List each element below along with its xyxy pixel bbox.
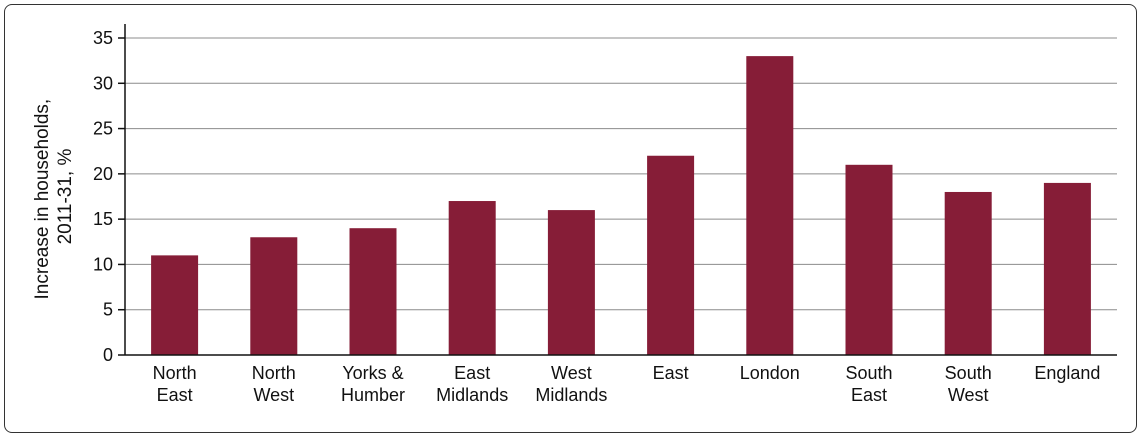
y-tick-label: 0 (103, 345, 113, 365)
x-tick-label: North East (153, 363, 197, 405)
y-tick-label: 15 (93, 209, 113, 229)
x-tick-label: South East (845, 363, 892, 405)
bar (1043, 182, 1091, 355)
x-tick-label-line: East (653, 363, 689, 383)
x-tick-label-line: South (945, 363, 992, 383)
x-tick-label-line: East (454, 363, 490, 383)
y-tick-label: 5 (103, 300, 113, 320)
x-tick-label-line: London (740, 363, 800, 383)
bar (944, 191, 992, 355)
x-tick-label: East Midlands (436, 363, 508, 405)
x-tick-label-line: West (948, 385, 989, 405)
x-tick-label-line: East (157, 385, 193, 405)
x-tick-label-line: Humber (341, 385, 405, 405)
x-tick-label-line: West (551, 363, 592, 383)
bar (845, 164, 893, 355)
axes (124, 24, 1117, 356)
x-tick-label-line: West (253, 385, 294, 405)
x-tick-label-line: East (851, 385, 887, 405)
x-tick-label: Yorks & Humber (341, 363, 405, 405)
x-tick-label-line: Midlands (436, 385, 508, 405)
bar (547, 210, 595, 355)
y-tick-label: 35 (93, 28, 113, 48)
x-tick-label-line: England (1034, 363, 1100, 383)
x-tick-label: London (740, 363, 800, 383)
x-tick-label: North West (252, 363, 296, 405)
y-tick-labels: 0 5 10 15 20 25 30 35 (93, 28, 113, 365)
x-tick-label-line: Yorks & (342, 363, 403, 383)
y-axis-title-line-1: Increase in households, (32, 99, 53, 300)
y-axis-title: Increase in households, 2011-31, % (32, 94, 76, 300)
x-tick-label-line: North (252, 363, 296, 383)
x-tick-label-line: South (845, 363, 892, 383)
x-tick-label: East (653, 363, 689, 383)
bar (746, 56, 794, 355)
y-axis-title-line-2: 2011-31, % (55, 149, 76, 245)
bar (647, 155, 695, 355)
y-tick-label: 10 (93, 254, 113, 274)
bar (151, 255, 199, 355)
y-tick-label: 30 (93, 73, 113, 93)
x-tick-label-line: North (153, 363, 197, 383)
y-tick-label: 25 (93, 119, 113, 139)
bars (151, 56, 1091, 355)
x-tick-label: West Midlands (535, 363, 607, 405)
bar (349, 228, 397, 355)
y-tick-label: 20 (93, 164, 113, 184)
bar (448, 201, 496, 355)
x-tick-label: South West (945, 363, 992, 405)
x-tick-label-line: Midlands (535, 385, 607, 405)
bar (250, 237, 298, 355)
x-tick-label: England (1034, 363, 1100, 383)
